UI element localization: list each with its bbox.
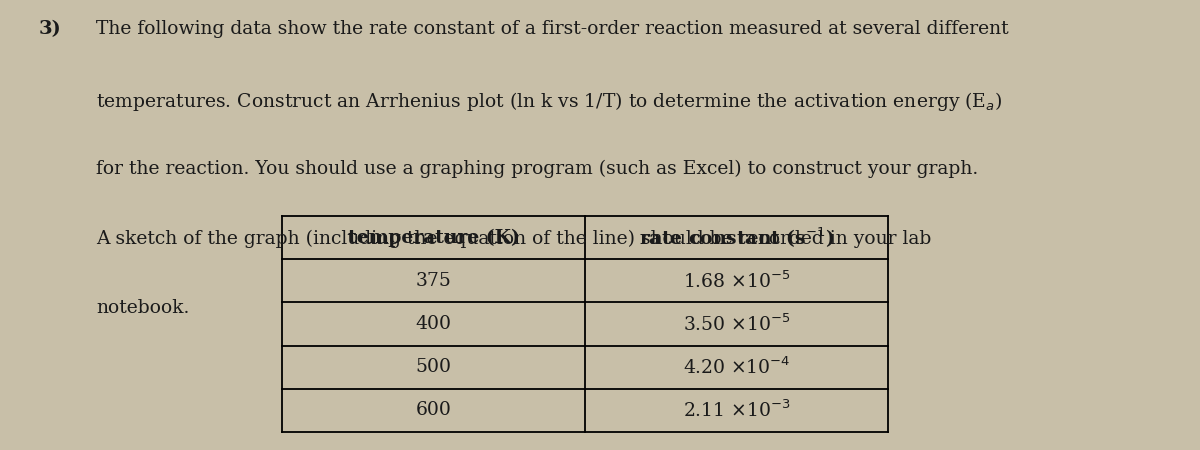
Text: 4.20 $\times$10$^{-4}$: 4.20 $\times$10$^{-4}$ [683,356,791,378]
Text: 3.50 $\times$10$^{-5}$: 3.50 $\times$10$^{-5}$ [683,313,791,335]
Text: for the reaction. You should use a graphing program (such as Excel) to construct: for the reaction. You should use a graph… [96,160,978,178]
Text: 600: 600 [415,401,451,419]
Text: 3): 3) [38,20,61,38]
Text: temperature (K): temperature (K) [348,229,520,247]
Text: 1.68 $\times$10$^{-5}$: 1.68 $\times$10$^{-5}$ [683,270,791,292]
Text: 2.11 $\times$10$^{-3}$: 2.11 $\times$10$^{-3}$ [683,400,791,421]
Text: 500: 500 [415,358,451,376]
Text: rate constant (s$^{-1}$): rate constant (s$^{-1}$) [638,225,834,250]
Text: 400: 400 [415,315,451,333]
Text: The following data show the rate constant of a first-order reaction measured at : The following data show the rate constan… [96,20,1009,38]
Text: temperatures. Construct an Arrhenius plot (ln k vs 1/T) to determine the activat: temperatures. Construct an Arrhenius plo… [96,90,1002,113]
Text: 375: 375 [415,272,451,290]
Text: A sketch of the graph (including the equation of the line) should be recorded in: A sketch of the graph (including the equ… [96,230,931,248]
Text: notebook.: notebook. [96,299,190,317]
